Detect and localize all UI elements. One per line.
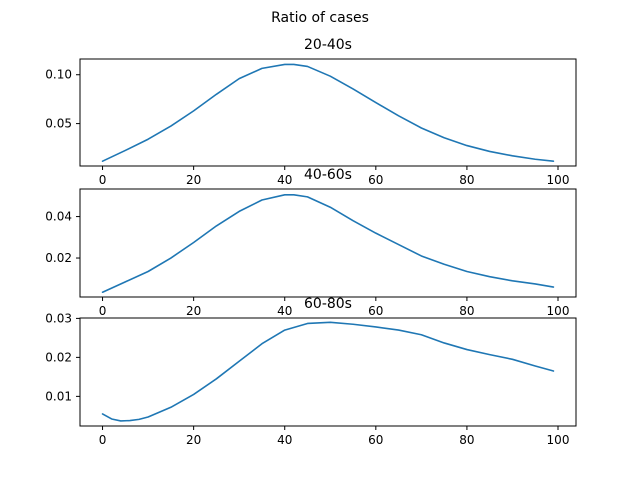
y-tick-label-2-1: 0.02 bbox=[45, 350, 72, 364]
x-tick-label-0-4: 80 bbox=[459, 173, 474, 187]
subplot-title-0: 20-40s bbox=[304, 37, 352, 53]
x-tick-label-2-5: 100 bbox=[547, 433, 570, 447]
series-line-2-0 bbox=[101, 321, 555, 422]
series-line-1-0 bbox=[101, 194, 555, 294]
x-tick-label-0-1: 20 bbox=[186, 173, 201, 187]
x-tick-label-1-1: 20 bbox=[186, 304, 201, 318]
y-tick-label-2-0: 0.01 bbox=[45, 389, 72, 403]
subplot-1: 0 20 40 60 80 100 0.02 0.04 40-60s bbox=[45, 167, 577, 318]
subplot-title-2: 60-80s bbox=[304, 296, 352, 312]
x-tick-label-1-2: 40 bbox=[277, 304, 292, 318]
y-tick-label-2-2: 0.03 bbox=[45, 311, 72, 325]
subplot-title-1: 40-60s bbox=[304, 167, 352, 183]
x-tick-label-0-3: 60 bbox=[368, 173, 383, 187]
x-tick-label-2-1: 20 bbox=[186, 433, 201, 447]
y-tick-label-0-0: 0.05 bbox=[45, 117, 72, 131]
figure-title: Ratio of cases bbox=[271, 10, 369, 26]
series-line-0-0 bbox=[101, 63, 555, 163]
x-tick-label-0-0: 0 bbox=[99, 173, 107, 187]
subplots: 0 20 40 60 80 100 0.05 0.10 20-40s 0 20 40 60 80 100 0.… bbox=[45, 37, 577, 447]
x-tick-label-2-2: 40 bbox=[277, 433, 292, 447]
x-tick-label-0-5: 100 bbox=[547, 173, 570, 187]
axes-frame-2 bbox=[79, 317, 577, 427]
axes-frame-0 bbox=[79, 58, 577, 167]
subplot-2: 0 20 40 60 80 100 0.01 0.02 0.03 60-80s bbox=[45, 296, 577, 447]
y-tick-label-1-1: 0.04 bbox=[45, 210, 72, 224]
x-tick-label-1-0: 0 bbox=[99, 304, 107, 318]
y-tick-label-0-1: 0.10 bbox=[45, 68, 72, 82]
x-tick-label-1-3: 60 bbox=[368, 304, 383, 318]
x-tick-label-2-4: 80 bbox=[459, 433, 474, 447]
subplot-0: 0 20 40 60 80 100 0.05 0.10 20-40s bbox=[45, 37, 577, 187]
axes-frame-1 bbox=[79, 188, 577, 298]
x-tick-label-1-4: 80 bbox=[459, 304, 474, 318]
x-tick-label-2-0: 0 bbox=[99, 433, 107, 447]
x-tick-label-1-5: 100 bbox=[547, 304, 570, 318]
x-tick-label-0-2: 40 bbox=[277, 173, 292, 187]
x-tick-label-2-3: 60 bbox=[368, 433, 383, 447]
y-tick-label-1-0: 0.02 bbox=[45, 251, 72, 265]
